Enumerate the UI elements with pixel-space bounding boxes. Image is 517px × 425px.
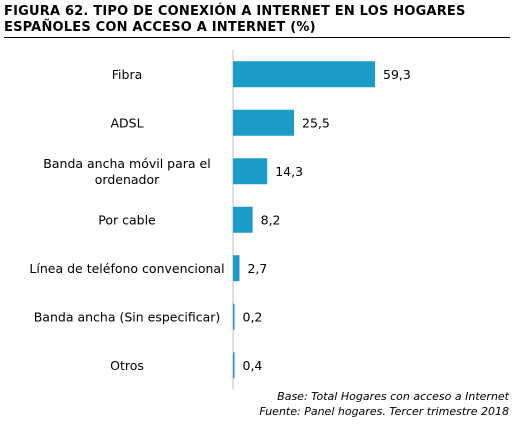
chart-title-line2: ESPAÑOLES CON ACCESO A INTERNET (%) — [4, 20, 316, 35]
category-label-5-line-0: Banda ancha (Sin especificar) — [34, 309, 221, 324]
category-label-3-line-0: Por cable — [98, 212, 156, 227]
chart-title-line1: FIGURA 62. TIPO DE CONEXIÓN A INTERNET E… — [4, 4, 466, 19]
value-labels-group: 59,3 25,5 14,3 8,2 2,7 0,2 0,4 — [243, 67, 411, 373]
value-label-4: 2,7 — [247, 261, 267, 276]
category-label-1-line-0: ADSL — [110, 115, 143, 130]
bar-6 — [233, 352, 235, 379]
category-label-6: Otros — [110, 358, 144, 373]
value-label-6: 0,4 — [243, 358, 263, 373]
category-label-2-line-0: Banda ancha móvil para el — [43, 156, 210, 171]
category-label-3: Por cable — [98, 212, 156, 227]
bar-1 — [233, 109, 295, 136]
category-label-5: Banda ancha (Sin especificar) — [34, 309, 221, 324]
footnote-source: Fuente: Panel hogares. Tercer trimestre … — [259, 405, 509, 418]
bars-group — [233, 61, 375, 379]
category-label-2-line-1: ordenador — [95, 172, 160, 187]
value-label-1: 25,5 — [302, 115, 330, 130]
category-label-4-line-0: Línea de teléfono convencional — [29, 261, 224, 276]
bar-2 — [233, 158, 268, 185]
category-label-6-line-0: Otros — [110, 358, 144, 373]
bar-0 — [233, 61, 375, 88]
title-underline — [4, 37, 510, 38]
value-label-0: 59,3 — [383, 67, 411, 82]
footnote-base: Base: Total Hogares con acceso a Interne… — [277, 390, 509, 403]
category-label-0-line-0: Fibra — [112, 67, 143, 82]
category-label-4: Línea de teléfono convencional — [29, 261, 224, 276]
category-labels-group: Fibra ADSL Banda ancha móvil para el ordena… — [29, 67, 224, 373]
category-label-0: Fibra — [112, 67, 143, 82]
category-label-1: ADSL — [110, 115, 143, 130]
category-label-2: Banda ancha móvil para el ordenador — [43, 156, 210, 187]
value-label-2: 14,3 — [275, 164, 303, 179]
bar-5 — [233, 303, 235, 330]
value-label-3: 8,2 — [261, 212, 281, 227]
value-label-5: 0,2 — [243, 309, 263, 324]
chart-title: FIGURA 62. TIPO DE CONEXIÓN A INTERNET E… — [4, 4, 513, 36]
bar-3 — [233, 206, 253, 233]
bar-4 — [233, 255, 240, 282]
